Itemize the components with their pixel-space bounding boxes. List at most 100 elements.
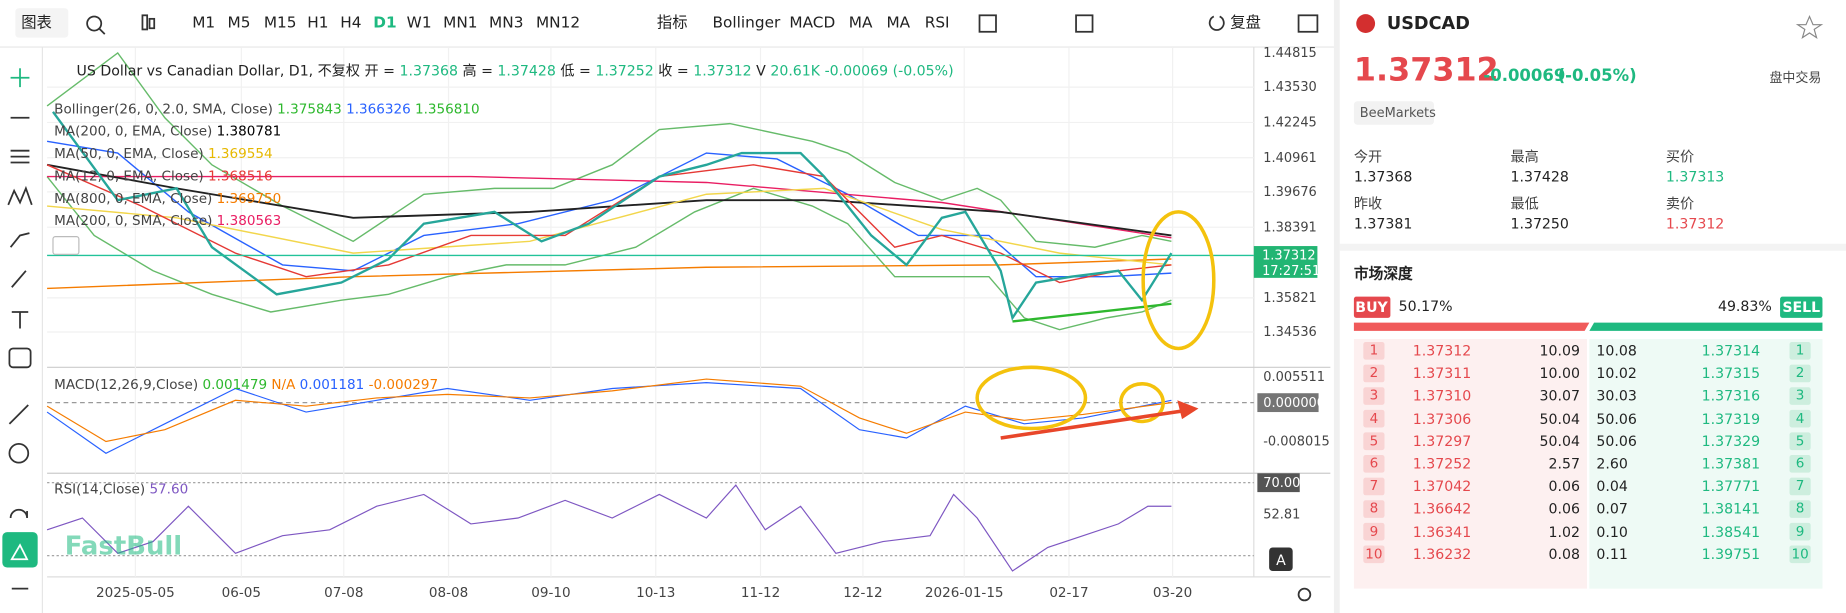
stat-value: 1.37381 bbox=[1353, 215, 1413, 232]
indicator-button[interactable]: MA bbox=[848, 14, 873, 33]
study-value: 1.375843 bbox=[277, 100, 342, 117]
index-box bbox=[1363, 545, 1385, 564]
date-label: 06-05 bbox=[221, 584, 262, 601]
macd-label: 0.005511 bbox=[1263, 369, 1326, 385]
index-box bbox=[1789, 409, 1811, 428]
price-label: 1.39676 bbox=[1263, 184, 1317, 200]
price-label: 1.42245 bbox=[1263, 114, 1317, 131]
auto-button-label[interactable]: A bbox=[1276, 552, 1286, 569]
timeframe[interactable]: MN1 bbox=[443, 14, 478, 33]
collapse-button[interactable] bbox=[52, 236, 80, 255]
auto-button[interactable] bbox=[1269, 547, 1293, 571]
study-name: MA(12, 0, EMA, Close) bbox=[54, 167, 204, 184]
study-name: MA(800, 0, EMA, Close) bbox=[54, 189, 213, 207]
timeframe[interactable]: M1 bbox=[192, 14, 216, 33]
indicator-button[interactable]: Bollinger bbox=[712, 14, 781, 33]
bid-price: 1.37311 bbox=[1412, 365, 1472, 382]
date-label: 10-13 bbox=[636, 584, 676, 601]
depth-title: 市场深度 bbox=[1353, 264, 1413, 283]
ask-volume: 0.11 bbox=[1596, 546, 1628, 563]
buy-ratio bbox=[1353, 322, 1590, 331]
stat-value: 1.37368 bbox=[1353, 168, 1413, 185]
session: 盘中交易 bbox=[1769, 70, 1822, 86]
study-name: MA(200, 0, EMA, Close) bbox=[54, 122, 213, 140]
rsi-label: 52.81 bbox=[1263, 506, 1301, 523]
change: -0.00069 bbox=[1483, 67, 1566, 86]
date-label: 03-20 bbox=[1152, 584, 1193, 601]
ohlc-label: 收 = bbox=[658, 62, 689, 79]
study-value: 0.001479 bbox=[202, 375, 268, 393]
ask-volume: 0.04 bbox=[1596, 478, 1628, 495]
ask-price: 1.37319 bbox=[1701, 410, 1761, 427]
ask-price: 1.38141 bbox=[1701, 500, 1761, 518]
ask-price: 1.37329 bbox=[1701, 433, 1761, 450]
ask-volume: 10.08 bbox=[1596, 342, 1637, 360]
row-index: 10 bbox=[1365, 545, 1383, 562]
indicator-lines bbox=[46, 51, 1254, 331]
timeframe[interactable]: W1 bbox=[406, 14, 432, 33]
stat-label: 买价 bbox=[1665, 148, 1695, 165]
row-index: 7 bbox=[1795, 477, 1805, 494]
bid-volume: 0.06 bbox=[1548, 500, 1580, 518]
timeframe[interactable]: MN12 bbox=[535, 14, 581, 33]
study-legend: MA(50, 0, EMA, Close) 1.369554 bbox=[54, 147, 272, 161]
indicator-button[interactable]: MACD bbox=[789, 14, 836, 33]
study-legend: MA(12, 0, EMA, Close) 1.368516 bbox=[54, 167, 272, 184]
row-index: 5 bbox=[1795, 432, 1805, 449]
index-box bbox=[1789, 342, 1811, 360]
study-value: 0.001181 bbox=[299, 375, 365, 393]
buy-badge[interactable] bbox=[1353, 296, 1391, 318]
active-tool[interactable] bbox=[2, 532, 38, 568]
ohlc-value: 1.37368 bbox=[399, 62, 458, 79]
index-box bbox=[1363, 387, 1385, 405]
favorite[interactable] bbox=[1795, 14, 1824, 40]
index-box bbox=[1363, 409, 1385, 428]
ohlc-label: 低 = bbox=[560, 62, 591, 79]
buy-label[interactable]: BUY bbox=[1355, 299, 1388, 316]
sell-badge[interactable] bbox=[1780, 296, 1823, 318]
row-index: 1 bbox=[1795, 341, 1805, 359]
last-price-tag bbox=[1253, 246, 1318, 278]
change: -0.00069 (-0.05%) bbox=[824, 62, 954, 79]
row-index: 2 bbox=[1369, 364, 1379, 381]
indicators-menu[interactable]: 指标 bbox=[656, 14, 688, 33]
study-legend: Bollinger(26, 0, 2.0, SMA, Close) 1.3758… bbox=[54, 100, 479, 117]
indicator-button[interactable]: RSI bbox=[924, 14, 950, 33]
bid-price: 1.37252 bbox=[1412, 455, 1472, 473]
date-label: 12-12 bbox=[843, 584, 883, 601]
timeframe[interactable]: H4 bbox=[340, 14, 362, 33]
indicator-button[interactable]: MA bbox=[886, 14, 911, 33]
index-box bbox=[1789, 387, 1811, 405]
replay-button[interactable]: 复盘 bbox=[1230, 14, 1261, 33]
bid-volume: 30.07 bbox=[1539, 387, 1580, 405]
timeframe[interactable]: MN3 bbox=[489, 14, 524, 33]
study-legend: MA(800, 0, EMA, Close) 1.369750 bbox=[54, 189, 281, 207]
chart-menu[interactable] bbox=[15, 8, 69, 38]
chart-menu-label[interactable]: 图表 bbox=[21, 14, 52, 33]
row-index: 8 bbox=[1795, 499, 1805, 517]
row-index: 7 bbox=[1369, 477, 1379, 494]
index-box bbox=[1789, 432, 1811, 451]
timeframe[interactable]: D1 bbox=[373, 14, 397, 33]
row-index: 8 bbox=[1369, 499, 1379, 517]
ohlc-value: 1.37428 bbox=[497, 62, 556, 79]
timeframe[interactable]: M5 bbox=[227, 14, 251, 33]
stat-value: 1.37313 bbox=[1665, 168, 1725, 185]
timeframe[interactable]: H1 bbox=[307, 14, 329, 33]
price-label: 1.40961 bbox=[1263, 150, 1317, 166]
index-box bbox=[1789, 500, 1811, 518]
sell-label[interactable]: SELL bbox=[1782, 299, 1821, 316]
date-label: 02-17 bbox=[1049, 584, 1089, 601]
index-box bbox=[1789, 477, 1811, 496]
bid-volume: 50.04 bbox=[1539, 433, 1580, 450]
timeframe[interactable]: M15 bbox=[263, 14, 297, 33]
ask-volume: 10.02 bbox=[1596, 365, 1637, 382]
index-box bbox=[1363, 522, 1385, 541]
ask-volume: 50.06 bbox=[1596, 433, 1637, 450]
ask-side bbox=[1589, 339, 1823, 589]
index-box bbox=[1789, 545, 1811, 564]
last-price: 1.37312 bbox=[1262, 247, 1316, 264]
study-value: 1.380563 bbox=[216, 212, 282, 229]
price-label: 1.43530 bbox=[1263, 79, 1317, 95]
index-box bbox=[1363, 364, 1385, 383]
